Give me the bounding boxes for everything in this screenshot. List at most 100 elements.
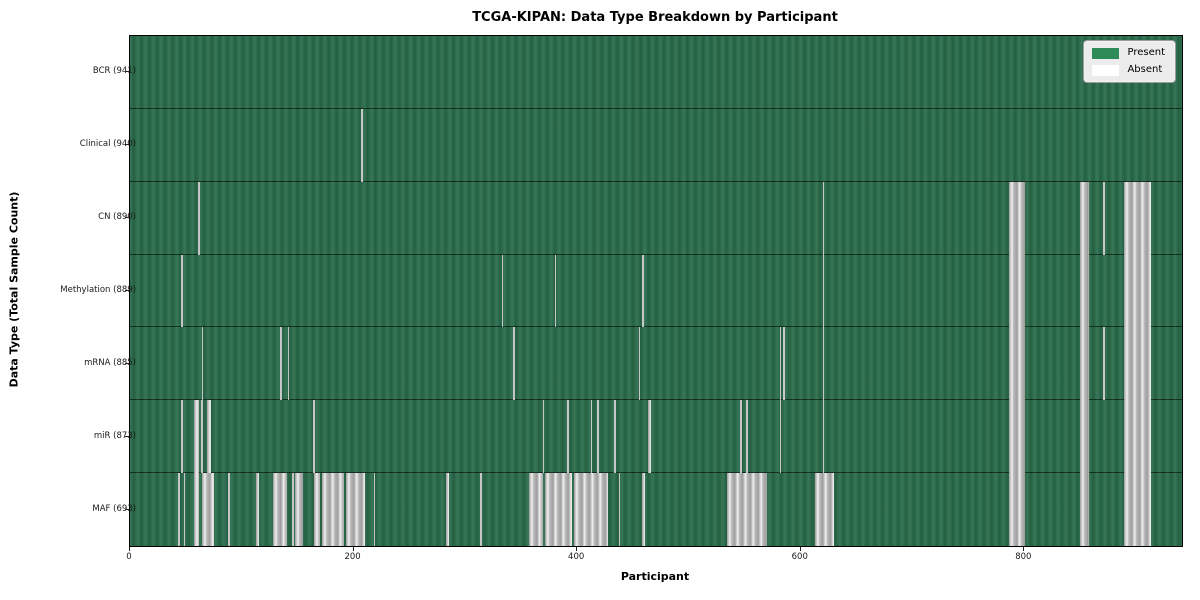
absent-stripe	[1008, 400, 1025, 474]
absent-stripe	[295, 473, 304, 547]
x-axis-label: Participant	[620, 570, 690, 583]
absent-stripe	[228, 473, 231, 547]
present-swatch-icon	[1092, 47, 1120, 59]
absent-stripe	[1103, 181, 1105, 255]
absent-stripe	[779, 400, 782, 474]
absent-stripe	[1080, 181, 1090, 255]
heatmap-row-Methylation	[130, 254, 1182, 328]
y-tick-label-BCR: BCR (941)	[92, 66, 136, 77]
y-tick-label-miR: miR (873)	[93, 430, 136, 441]
absent-stripe	[573, 473, 609, 547]
absent-stripe	[618, 473, 621, 547]
absent-stripe	[1008, 473, 1025, 547]
heatmap-row-Clinical	[130, 108, 1182, 182]
x-tick-label-800: 800	[1015, 552, 1032, 562]
absent-stripe	[638, 327, 641, 401]
x-tick-mark	[1023, 547, 1025, 551]
x-tick-mark	[352, 547, 354, 551]
absent-stripe	[597, 400, 599, 474]
legend-entry-absent: Absent	[1092, 64, 1165, 76]
y-tick-mark	[125, 290, 129, 291]
absent-stripe	[614, 400, 616, 474]
absent-stripe	[822, 400, 825, 474]
chart-title: TCGA-KIPAN: Data Type Breakdown by Parti…	[472, 10, 838, 25]
y-tick-label-Clinical: Clinical (940)	[79, 139, 136, 150]
absent-stripe	[193, 400, 200, 474]
y-tick-mark	[125, 508, 129, 510]
absent-stripe	[292, 473, 294, 547]
absent-stripe	[544, 473, 572, 547]
absent-stripe	[1008, 254, 1025, 328]
absent-stripe	[1008, 327, 1025, 401]
absent-stripe	[201, 327, 204, 401]
absent-stripe	[373, 473, 376, 547]
legend-present-label: Present	[1127, 47, 1165, 58]
absent-stripe	[782, 327, 785, 401]
absent-stripe	[183, 473, 186, 547]
x-tick-label-600: 600	[791, 552, 808, 562]
absent-stripe	[1103, 327, 1105, 401]
y-tick-mark	[125, 362, 129, 364]
absent-stripe	[256, 473, 260, 547]
absent-stripe	[745, 400, 748, 474]
x-tick-label-200: 200	[344, 552, 361, 562]
absent-stripe	[590, 400, 593, 474]
y-tick-mark	[125, 435, 129, 437]
plot-area	[129, 35, 1183, 547]
x-tick-label-400: 400	[568, 552, 585, 562]
heatmap-row-MAF	[130, 473, 1182, 547]
legend-entry-present: Present	[1092, 47, 1165, 59]
absent-stripe	[1080, 473, 1090, 547]
absent-stripe	[1080, 400, 1090, 474]
absent-stripe	[740, 400, 743, 474]
absent-stripe	[529, 473, 543, 547]
absent-stripe	[181, 254, 184, 328]
absent-stripe	[642, 254, 644, 328]
absent-stripe	[822, 327, 825, 401]
absent-stripe	[200, 400, 204, 474]
absent-stripe	[313, 400, 316, 474]
heatmap-row-miR	[130, 400, 1182, 474]
absent-stripe	[501, 254, 504, 328]
absent-stripe	[567, 400, 569, 474]
absent-stripe	[287, 327, 290, 401]
absent-stripe	[280, 327, 283, 401]
absent-stripe	[1123, 400, 1151, 474]
absent-stripe	[1008, 181, 1025, 255]
absent-swatch-icon	[1092, 64, 1120, 76]
absent-stripe	[647, 400, 651, 474]
absent-stripe	[178, 473, 181, 547]
y-tick-mark	[125, 217, 129, 219]
x-tick-label-0: 0	[126, 552, 132, 562]
y-tick-label-mRNA: mRNA (885)	[84, 357, 136, 368]
heatmap-row-BCR	[130, 36, 1182, 109]
legend: Present Absent	[1083, 40, 1176, 83]
absent-stripe	[198, 181, 200, 255]
absent-stripe	[1080, 254, 1090, 328]
absent-stripe	[822, 254, 825, 328]
absent-stripe	[1123, 473, 1151, 547]
absent-stripe	[1123, 254, 1151, 328]
absent-stripe	[361, 108, 364, 182]
heatmap-row-mRNA	[130, 327, 1182, 401]
absent-stripe	[273, 473, 287, 547]
x-tick-mark	[799, 547, 801, 551]
y-tick-label-CN: CN (890)	[98, 212, 136, 223]
absent-stripe	[726, 473, 768, 547]
y-tick-label-MAF: MAF (693)	[92, 503, 136, 514]
y-tick-label-Methylation: Methylation (889)	[60, 285, 136, 295]
absent-stripe	[322, 473, 344, 547]
absent-stripe	[642, 473, 646, 547]
absent-stripe	[513, 327, 516, 401]
y-tick-mark	[125, 144, 129, 146]
absent-stripe	[1123, 181, 1151, 255]
x-tick-mark	[129, 547, 130, 551]
absent-stripe	[1080, 327, 1090, 401]
absent-stripe	[779, 327, 782, 401]
absent-stripe	[207, 400, 212, 474]
absent-stripe	[193, 473, 200, 547]
legend-absent-label: Absent	[1127, 64, 1163, 75]
absent-stripe	[345, 473, 365, 547]
absent-stripe	[822, 181, 825, 255]
